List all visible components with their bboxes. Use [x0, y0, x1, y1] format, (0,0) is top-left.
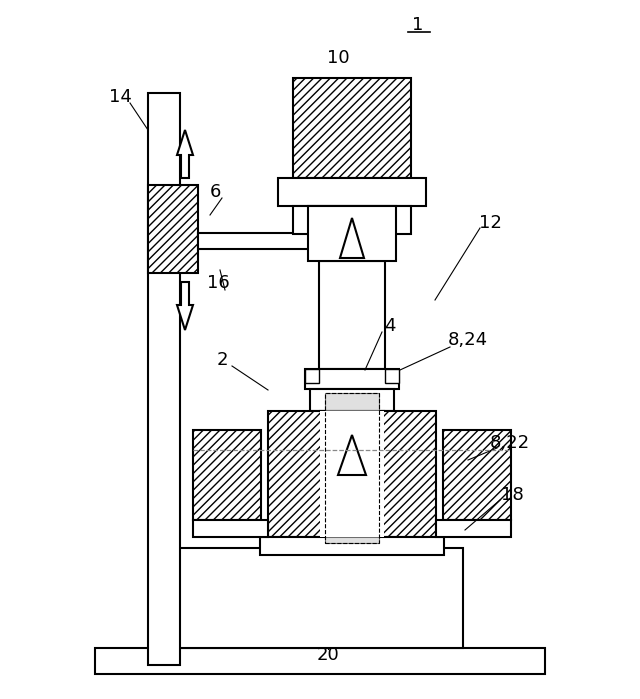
Polygon shape [340, 218, 364, 258]
Text: 12: 12 [479, 214, 501, 232]
Bar [320, 411, 384, 551]
Text: 8,22: 8,22 [490, 434, 530, 452]
Text: 4: 4 [384, 317, 396, 335]
Bar [278, 178, 426, 206]
Text: 1: 1 [412, 16, 424, 34]
Bar [305, 369, 319, 383]
Bar [148, 185, 198, 273]
Bar [198, 233, 313, 249]
Text: 10: 10 [326, 49, 349, 67]
Bar [325, 393, 379, 543]
Polygon shape [338, 435, 366, 475]
Bar [320, 411, 384, 537]
Polygon shape [177, 282, 193, 330]
Bar [293, 206, 411, 234]
Text: 8,24: 8,24 [448, 331, 488, 349]
Bar [168, 548, 463, 648]
Polygon shape [177, 130, 193, 178]
Text: 14: 14 [109, 88, 131, 106]
Bar [293, 78, 411, 178]
Text: 16: 16 [207, 274, 229, 292]
Bar [95, 648, 545, 674]
Bar [268, 411, 436, 537]
Bar [310, 389, 394, 411]
Text: 6: 6 [209, 183, 221, 201]
Bar [193, 520, 268, 537]
Bar [325, 393, 379, 543]
Bar [148, 93, 180, 665]
Bar [305, 369, 399, 389]
Bar [308, 206, 396, 261]
Bar [193, 430, 261, 520]
Text: 18: 18 [500, 486, 524, 504]
Bar [443, 430, 511, 520]
Bar [260, 537, 444, 555]
Bar [319, 261, 385, 369]
Bar [436, 520, 511, 537]
Text: 20: 20 [317, 646, 339, 664]
Bar [385, 369, 399, 383]
Text: 2: 2 [216, 351, 228, 369]
